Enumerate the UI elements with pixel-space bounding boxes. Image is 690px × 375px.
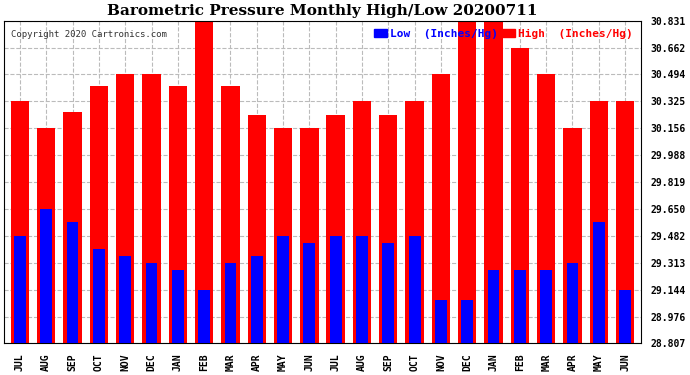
Bar — [67, 222, 79, 344]
Bar — [326, 115, 345, 344]
Bar — [304, 243, 315, 344]
Bar — [195, 21, 213, 344]
Bar — [277, 236, 289, 344]
Bar — [566, 263, 578, 344]
Bar — [537, 75, 555, 344]
Bar — [14, 236, 26, 344]
Bar — [90, 86, 108, 344]
Bar — [563, 128, 582, 344]
Bar — [353, 101, 371, 344]
Bar — [248, 115, 266, 344]
Bar — [435, 300, 447, 344]
Bar — [93, 249, 105, 344]
Bar — [406, 101, 424, 344]
Bar — [119, 256, 131, 344]
Bar — [593, 222, 604, 344]
Bar — [330, 236, 342, 344]
Bar — [616, 101, 634, 344]
Bar — [458, 21, 476, 344]
Bar — [462, 300, 473, 344]
Bar — [63, 112, 82, 344]
Bar — [37, 128, 55, 344]
Bar — [221, 86, 239, 344]
Bar — [514, 270, 526, 344]
Bar — [224, 263, 237, 344]
Bar — [168, 86, 187, 344]
Bar — [408, 236, 420, 344]
Bar — [146, 263, 157, 344]
Bar — [382, 243, 394, 344]
Bar — [172, 270, 184, 344]
Bar — [274, 128, 293, 344]
Text: Copyright 2020 Cartronics.com: Copyright 2020 Cartronics.com — [10, 30, 166, 39]
Bar — [40, 209, 52, 344]
Bar — [11, 101, 29, 344]
Bar — [488, 270, 500, 344]
Bar — [198, 290, 210, 344]
Bar — [619, 290, 631, 344]
Bar — [116, 75, 135, 344]
Legend: Low  (Inches/Hg), High  (Inches/Hg): Low (Inches/Hg), High (Inches/Hg) — [371, 26, 635, 41]
Bar — [540, 270, 552, 344]
Bar — [356, 236, 368, 344]
Bar — [142, 75, 161, 344]
Bar — [251, 256, 263, 344]
Bar — [511, 48, 529, 344]
Title: Barometric Pressure Monthly High/Low 20200711: Barometric Pressure Monthly High/Low 202… — [107, 4, 538, 18]
Bar — [484, 21, 503, 344]
Bar — [379, 115, 397, 344]
Bar — [300, 128, 319, 344]
Bar — [589, 101, 608, 344]
Bar — [432, 75, 450, 344]
